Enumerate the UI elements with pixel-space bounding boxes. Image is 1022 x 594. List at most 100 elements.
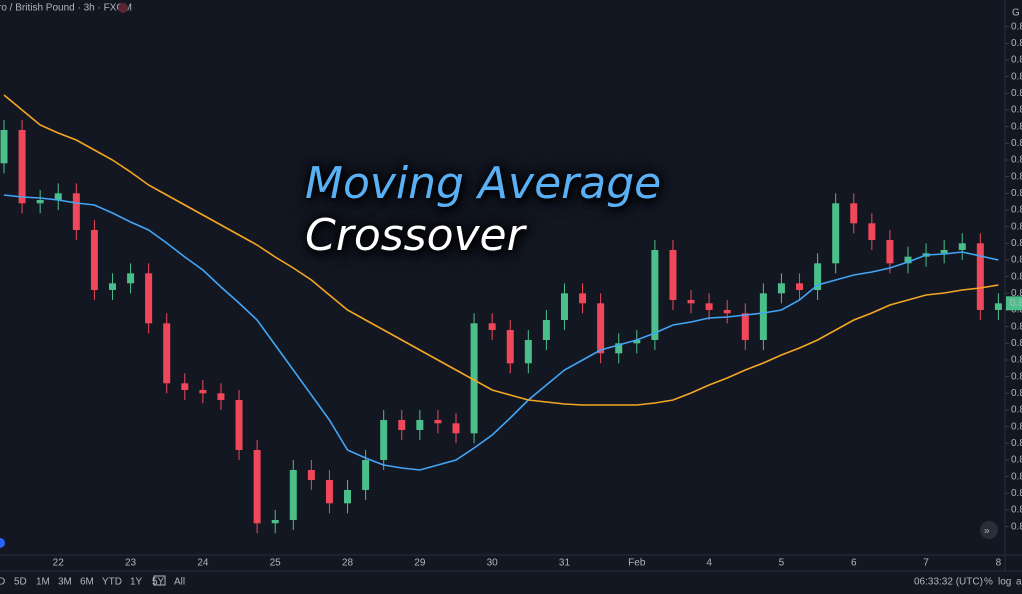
candle-body <box>976 243 984 310</box>
candle-body <box>741 313 749 340</box>
range-button[interactable]: 6M <box>80 577 94 588</box>
y-tick-label: 0.842 <box>1011 138 1022 149</box>
y-tick-label: 0.845 <box>1011 38 1022 49</box>
candle-body <box>615 343 623 354</box>
clock: 06:33:32 (UTC) <box>914 577 983 588</box>
compare-icon[interactable] <box>153 575 166 586</box>
symbol-header: ro / British Pound · 3h · FXCM <box>0 3 132 14</box>
x-tick-label: 30 <box>487 558 499 569</box>
range-button[interactable]: All <box>174 577 185 588</box>
x-tick-label: 28 <box>342 558 354 569</box>
candle-body <box>181 383 189 390</box>
corner-label: G <box>1012 8 1020 19</box>
candle-body <box>633 339 641 344</box>
y-tick-label: 0.8435 <box>1011 88 1022 99</box>
y-tick-label: 0.8345 <box>1011 388 1022 399</box>
candle-body <box>651 249 659 340</box>
candle-body <box>723 309 731 314</box>
x-tick-label: 24 <box>197 558 209 569</box>
candle-body <box>0 129 8 164</box>
candle-body <box>506 329 514 364</box>
candle-body <box>814 263 822 290</box>
candle-body <box>759 293 767 340</box>
candle-body <box>271 519 279 524</box>
y-tick-label: 0.831 <box>1011 505 1022 516</box>
nav-dot[interactable] <box>0 538 5 548</box>
range-button[interactable]: 3M <box>58 577 72 588</box>
candle-body <box>398 419 406 430</box>
x-tick-label: 31 <box>559 558 571 569</box>
candle-body <box>362 459 370 490</box>
candle-body <box>307 469 315 480</box>
candle-body <box>958 243 966 250</box>
y-tick-label: 0.833 <box>1011 438 1022 449</box>
y-tick-label: 0.834 <box>1011 405 1022 416</box>
candle-body <box>868 223 876 240</box>
candle-body <box>560 293 568 320</box>
title-line2: Crossover <box>305 210 525 261</box>
y-tick-label: 0.841 <box>1011 171 1022 182</box>
range-button[interactable]: D <box>0 577 5 588</box>
x-tick-label: 22 <box>53 558 65 569</box>
candle-body <box>886 239 894 264</box>
y-tick-label: 0.838 <box>1011 271 1022 282</box>
log-toggle[interactable]: log <box>998 577 1011 588</box>
y-tick-label: 0.8355 <box>1011 355 1022 366</box>
range-button[interactable]: 1M <box>36 577 50 588</box>
candle-body <box>597 303 605 354</box>
y-tick-label: 0.8365 <box>1011 321 1022 332</box>
candle-body <box>832 203 840 264</box>
candle-body <box>904 256 912 264</box>
range-button[interactable]: YTD <box>102 577 122 588</box>
range-button[interactable]: 1Y <box>130 577 143 588</box>
range-button[interactable]: 5Y <box>152 577 165 588</box>
y-tick-label: 0.839 <box>1011 238 1022 249</box>
range-button[interactable]: 5D <box>14 577 27 588</box>
moving-average <box>3 94 999 406</box>
candle-body <box>470 323 478 434</box>
candle-body <box>90 229 98 290</box>
candles <box>0 94 1002 534</box>
y-tick-label: 0.835 <box>1011 371 1022 382</box>
title-line1: Moving Average <box>305 158 662 209</box>
scroll-button[interactable] <box>980 521 998 539</box>
x-tick-label: 6 <box>851 558 857 569</box>
y-tick-label: 0.8305 <box>1011 521 1022 532</box>
y-tick-label: 0.832 <box>1011 471 1022 482</box>
candle-body <box>108 283 116 290</box>
price-tag: 0.8 <box>1010 298 1022 309</box>
x-tick-label: 8 <box>996 558 1002 569</box>
candle-body <box>325 479 333 504</box>
candle-body <box>850 203 858 224</box>
scroll-icon: » <box>984 526 990 537</box>
y-tick-label: 0.8385 <box>1011 255 1022 266</box>
candle-body <box>940 249 948 254</box>
percent-toggle[interactable]: % <box>984 577 993 588</box>
candle-body <box>72 193 80 230</box>
y-tick-label: 0.8335 <box>1011 421 1022 432</box>
y-tick-label: 0.8405 <box>1011 188 1022 199</box>
y-tick-label: 0.844 <box>1011 71 1022 82</box>
alert-icon[interactable] <box>118 3 128 13</box>
y-tick-label: 0.8375 <box>1011 288 1022 299</box>
x-tick-label: 4 <box>706 558 712 569</box>
candle-body <box>579 293 587 304</box>
moving-average <box>3 194 999 471</box>
candle-body <box>253 449 261 524</box>
x-tick-label: 29 <box>414 558 426 569</box>
price-tag-box <box>1006 296 1022 311</box>
y-tick-label: 0.8395 <box>1011 221 1022 232</box>
candle-body <box>127 273 135 284</box>
candle-body <box>344 489 352 504</box>
candle-body <box>416 419 424 430</box>
candle-body <box>994 303 1002 310</box>
candle-body <box>217 393 225 400</box>
x-tick-label: 7 <box>923 558 929 569</box>
auto-toggle[interactable]: a <box>1016 577 1022 588</box>
y-tick-label: 0.836 <box>1011 338 1022 349</box>
candle-body <box>705 303 713 310</box>
y-tick-label: 0.8445 <box>1011 55 1022 66</box>
candle-body <box>488 323 496 330</box>
